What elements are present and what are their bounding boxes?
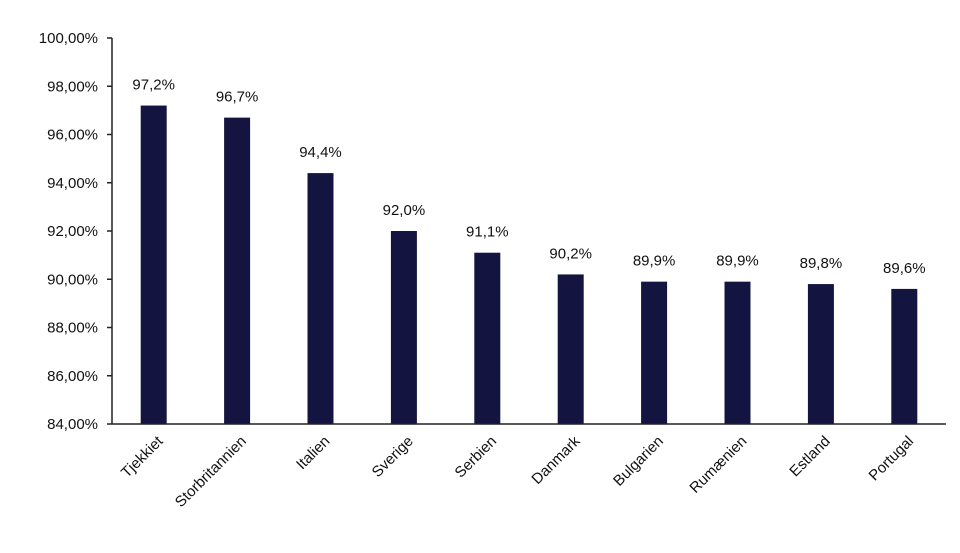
y-axis: 84,00% 86,00% 88,00% 90,00% 92,00% 94,00% 96,0… [39, 30, 113, 433]
data-label: 96,7% [216, 89, 259, 106]
y-tick-label: 92,00% [47, 223, 98, 240]
bar [474, 252, 501, 424]
x-category-label: Rumænien [686, 433, 750, 497]
data-label: 90,2% [549, 245, 592, 262]
bar [390, 231, 417, 424]
y-tick-label: 90,00% [47, 271, 98, 288]
x-category-label: Serbien [452, 433, 501, 482]
bar [307, 173, 334, 424]
x-category-label: Portugal [866, 433, 918, 485]
x-category-label: Danmark [528, 432, 583, 487]
data-label: 89,9% [633, 253, 676, 270]
y-tick-label: 88,00% [47, 320, 98, 337]
data-label: 89,9% [716, 253, 759, 270]
x-axis: Tjekkiet Storbritannien Italien Sverige Serb… [112, 423, 946, 511]
y-tick-label: 98,00% [47, 78, 98, 95]
x-category-label: Bulgarien [610, 433, 667, 490]
data-labels: 97,2% 96,7% 94,4% 92,0% 91,1% 90,2% 89,9% 89,9%… [132, 77, 925, 277]
x-category-label: Italien [293, 433, 333, 473]
data-label: 91,1% [466, 224, 509, 241]
data-label: 89,6% [883, 260, 926, 277]
y-tick-label: 94,00% [47, 175, 98, 192]
x-category-label: Tjekkiet [118, 432, 167, 481]
bars [140, 105, 918, 425]
x-category-label: Storbritannien [172, 433, 250, 511]
y-tick-label: 84,00% [47, 416, 98, 433]
bar [641, 281, 668, 424]
data-label: 97,2% [132, 77, 175, 94]
data-label: 94,4% [299, 144, 342, 161]
bar [891, 288, 918, 424]
bar [557, 274, 584, 424]
y-tick-label: 100,00% [39, 30, 98, 47]
x-category-label: Estland [786, 433, 833, 480]
x-category-label: Sverige [369, 433, 417, 481]
data-label: 92,0% [383, 202, 426, 219]
y-tick-label: 86,00% [47, 368, 98, 385]
y-tick-label: 96,00% [47, 127, 98, 144]
bar [140, 105, 167, 425]
bar [807, 284, 834, 424]
bar [224, 117, 251, 425]
data-label: 89,8% [800, 255, 843, 272]
bar [724, 281, 751, 424]
